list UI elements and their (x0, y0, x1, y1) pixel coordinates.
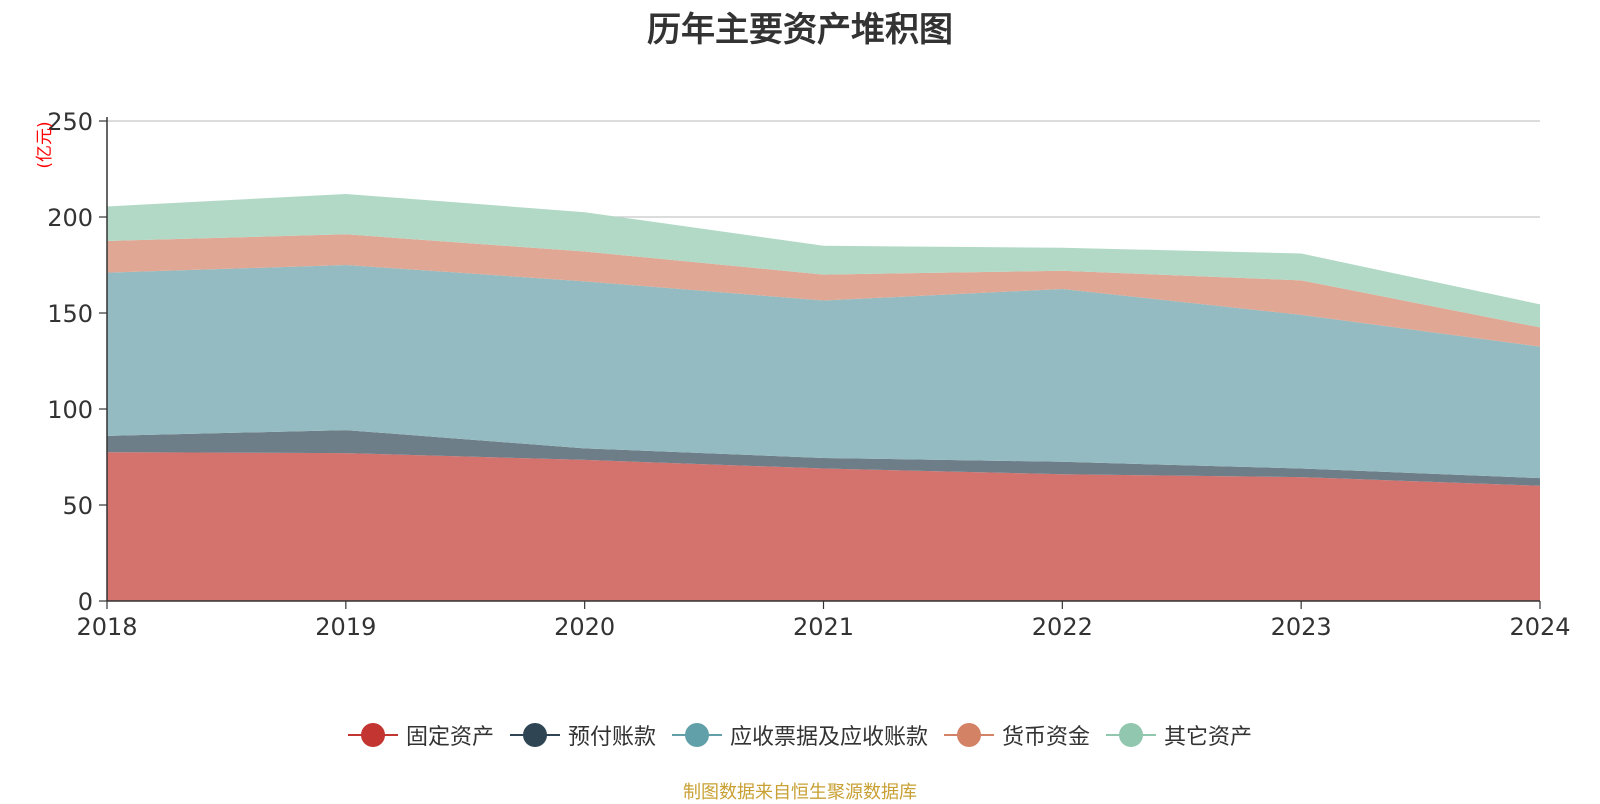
legend-item-1[interactable]: 预付账款 (509, 719, 656, 751)
legend-item-0[interactable]: 固定资产 (347, 719, 494, 751)
area-series (107, 193, 1540, 601)
legend: 固定资产 预付账款 应收票据及应收账款 货币资金 其它资产 (0, 720, 1600, 750)
legend-label: 固定资产 (405, 725, 494, 750)
x-tick-label: 2019 (315, 613, 376, 641)
x-tick-label: 2024 (1509, 613, 1570, 641)
area-series-2[interactable] (107, 265, 1540, 479)
y-tick-label: 250 (47, 108, 93, 136)
legend-item-2[interactable]: 应收票据及应收账款 (671, 719, 928, 751)
axes: 0 50 100 150 200 250 2018 2019 2020 2021 2022 2023 2… (47, 108, 1570, 641)
source-note: 制图数据来自恒生聚源数据库 (683, 782, 917, 803)
legend-label: 其它资产 (1164, 725, 1253, 750)
chart-title: 历年主要资产堆积图 (647, 10, 953, 50)
legend-marker-icon (944, 722, 994, 748)
legend-item-4[interactable]: 其它资产 (1106, 719, 1252, 751)
x-tick-label: 2018 (76, 613, 137, 641)
y-tick-label: 50 (62, 492, 93, 520)
legend-marker-icon (347, 722, 398, 748)
legend-label: 预付账款 (567, 725, 656, 750)
area-series-0[interactable] (107, 452, 1540, 601)
legend-label: 应收票据及应收账款 (729, 725, 928, 750)
x-tick-label: 2023 (1271, 613, 1332, 641)
legend-marker-icon (509, 722, 560, 748)
stacked-area-chart: 0 50 100 150 200 250 2018 2019 2020 2021 2022 2023 2… (35, 108, 1571, 641)
legend-marker-icon (1106, 722, 1157, 748)
y-tick-label: 200 (47, 204, 93, 232)
area-series-4[interactable] (107, 193, 1540, 328)
legend-label: 货币资金 (1002, 725, 1091, 750)
y-axis-unit-label: (亿元) (35, 121, 55, 168)
y-tick-label: 100 (47, 396, 93, 424)
x-tick-label: 2021 (793, 613, 854, 641)
x-tick-label: 2022 (1032, 613, 1093, 641)
legend-marker-icon (671, 722, 722, 748)
legend-item-3[interactable]: 货币资金 (944, 719, 1090, 751)
area-series-3[interactable] (107, 234, 1540, 347)
x-tick-label: 2020 (554, 613, 615, 641)
y-tick-label: 0 (78, 588, 93, 616)
y-tick-label: 150 (47, 300, 93, 328)
